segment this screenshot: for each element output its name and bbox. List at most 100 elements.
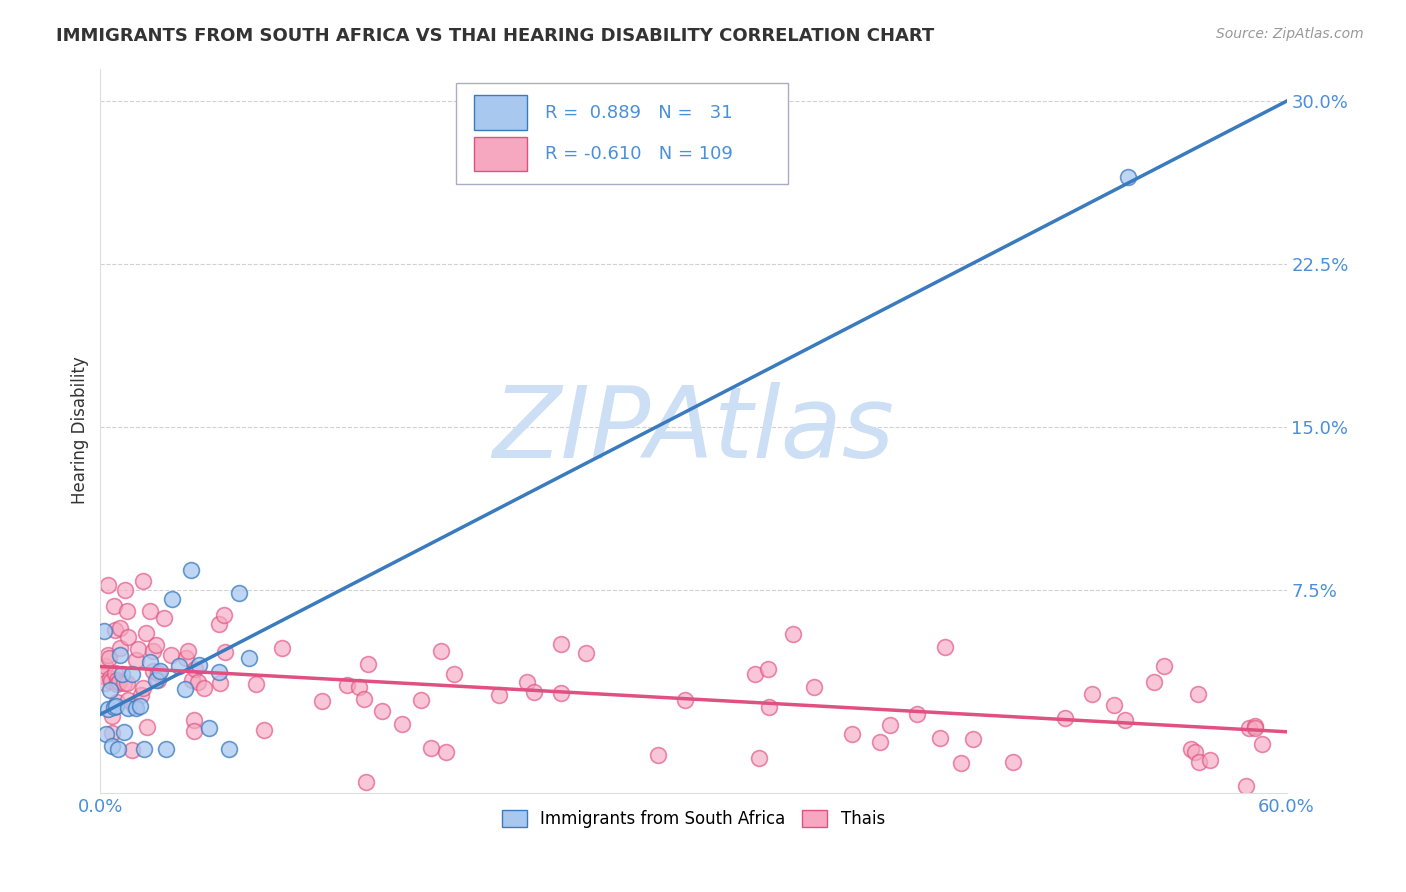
Point bbox=[131, 574, 153, 588]
Point bbox=[1054, 711, 1077, 725]
Point bbox=[142, 643, 165, 657]
Point bbox=[193, 681, 215, 696]
Point bbox=[138, 604, 160, 618]
Point bbox=[409, 692, 432, 706]
Point bbox=[117, 701, 139, 715]
Point bbox=[132, 742, 155, 756]
Point bbox=[208, 675, 231, 690]
Point bbox=[180, 563, 202, 577]
Point bbox=[575, 646, 598, 660]
Point bbox=[94, 676, 117, 690]
Bar bbox=[474, 136, 527, 171]
Point bbox=[127, 642, 149, 657]
Point bbox=[929, 731, 952, 745]
Point bbox=[184, 662, 207, 676]
Point bbox=[97, 578, 120, 592]
Point bbox=[183, 723, 205, 738]
Point bbox=[112, 725, 135, 739]
Point bbox=[108, 621, 131, 635]
Point bbox=[1243, 719, 1265, 733]
Point bbox=[214, 645, 236, 659]
Point bbox=[117, 693, 139, 707]
Point bbox=[212, 607, 235, 622]
Point bbox=[187, 675, 209, 690]
Point bbox=[198, 721, 221, 735]
Point bbox=[177, 644, 200, 658]
Point bbox=[238, 650, 260, 665]
Point bbox=[96, 648, 118, 662]
Text: R = -0.610   N = 109: R = -0.610 N = 109 bbox=[546, 145, 733, 163]
Point bbox=[155, 742, 177, 756]
Point bbox=[174, 651, 197, 665]
Point bbox=[139, 655, 162, 669]
Point bbox=[1244, 721, 1267, 735]
Point bbox=[174, 681, 197, 696]
Point bbox=[218, 742, 240, 756]
Point bbox=[148, 673, 170, 688]
Point bbox=[135, 626, 157, 640]
Point bbox=[673, 692, 696, 706]
Point bbox=[183, 713, 205, 727]
Point bbox=[1080, 687, 1102, 701]
Point bbox=[443, 667, 465, 681]
Point bbox=[105, 673, 128, 687]
Point bbox=[1234, 779, 1257, 793]
Point bbox=[354, 774, 377, 789]
Point bbox=[107, 742, 129, 756]
Point bbox=[1102, 698, 1125, 713]
Point bbox=[430, 643, 453, 657]
Point bbox=[103, 700, 125, 714]
Point bbox=[1187, 687, 1209, 701]
Point bbox=[108, 640, 131, 655]
Point bbox=[756, 662, 779, 676]
Point bbox=[488, 688, 510, 702]
Point bbox=[188, 658, 211, 673]
Point bbox=[744, 667, 766, 681]
Point bbox=[104, 665, 127, 680]
Point bbox=[104, 623, 127, 637]
Point bbox=[758, 700, 780, 714]
Point bbox=[96, 726, 118, 740]
Point bbox=[98, 651, 121, 665]
Point bbox=[122, 698, 145, 713]
Point bbox=[121, 743, 143, 757]
Text: IMMIGRANTS FROM SOUTH AFRICA VS THAI HEARING DISABILITY CORRELATION CHART: IMMIGRANTS FROM SOUTH AFRICA VS THAI HEA… bbox=[56, 27, 935, 45]
Point bbox=[145, 673, 167, 687]
FancyBboxPatch shape bbox=[456, 83, 789, 185]
Point bbox=[1188, 755, 1211, 769]
Point bbox=[181, 673, 204, 688]
Point bbox=[841, 727, 863, 741]
Point bbox=[93, 659, 115, 673]
Point bbox=[136, 720, 159, 734]
Point bbox=[142, 664, 165, 678]
Text: ZIPAtlas: ZIPAtlas bbox=[492, 382, 894, 479]
Point bbox=[550, 686, 572, 700]
Point bbox=[1001, 756, 1024, 770]
Point bbox=[349, 680, 371, 694]
Point bbox=[962, 731, 984, 746]
Text: Source: ZipAtlas.com: Source: ZipAtlas.com bbox=[1216, 27, 1364, 41]
Point bbox=[125, 701, 148, 715]
Point bbox=[208, 617, 231, 632]
Point bbox=[1153, 658, 1175, 673]
Point bbox=[245, 676, 267, 690]
Point bbox=[782, 627, 804, 641]
Point bbox=[101, 726, 124, 740]
Point bbox=[98, 682, 121, 697]
Point bbox=[132, 681, 155, 695]
Point bbox=[1114, 713, 1136, 727]
Point bbox=[420, 740, 443, 755]
Point bbox=[1118, 170, 1140, 185]
Point bbox=[353, 691, 375, 706]
Point bbox=[550, 636, 572, 650]
Point bbox=[336, 678, 359, 692]
Point bbox=[647, 747, 669, 762]
Point bbox=[114, 583, 136, 598]
Y-axis label: Hearing Disability: Hearing Disability bbox=[72, 357, 89, 505]
Point bbox=[128, 698, 150, 713]
Point bbox=[121, 666, 143, 681]
Bar bbox=[474, 95, 527, 130]
Point bbox=[905, 707, 928, 722]
Point bbox=[129, 688, 152, 702]
Point bbox=[1198, 753, 1220, 767]
